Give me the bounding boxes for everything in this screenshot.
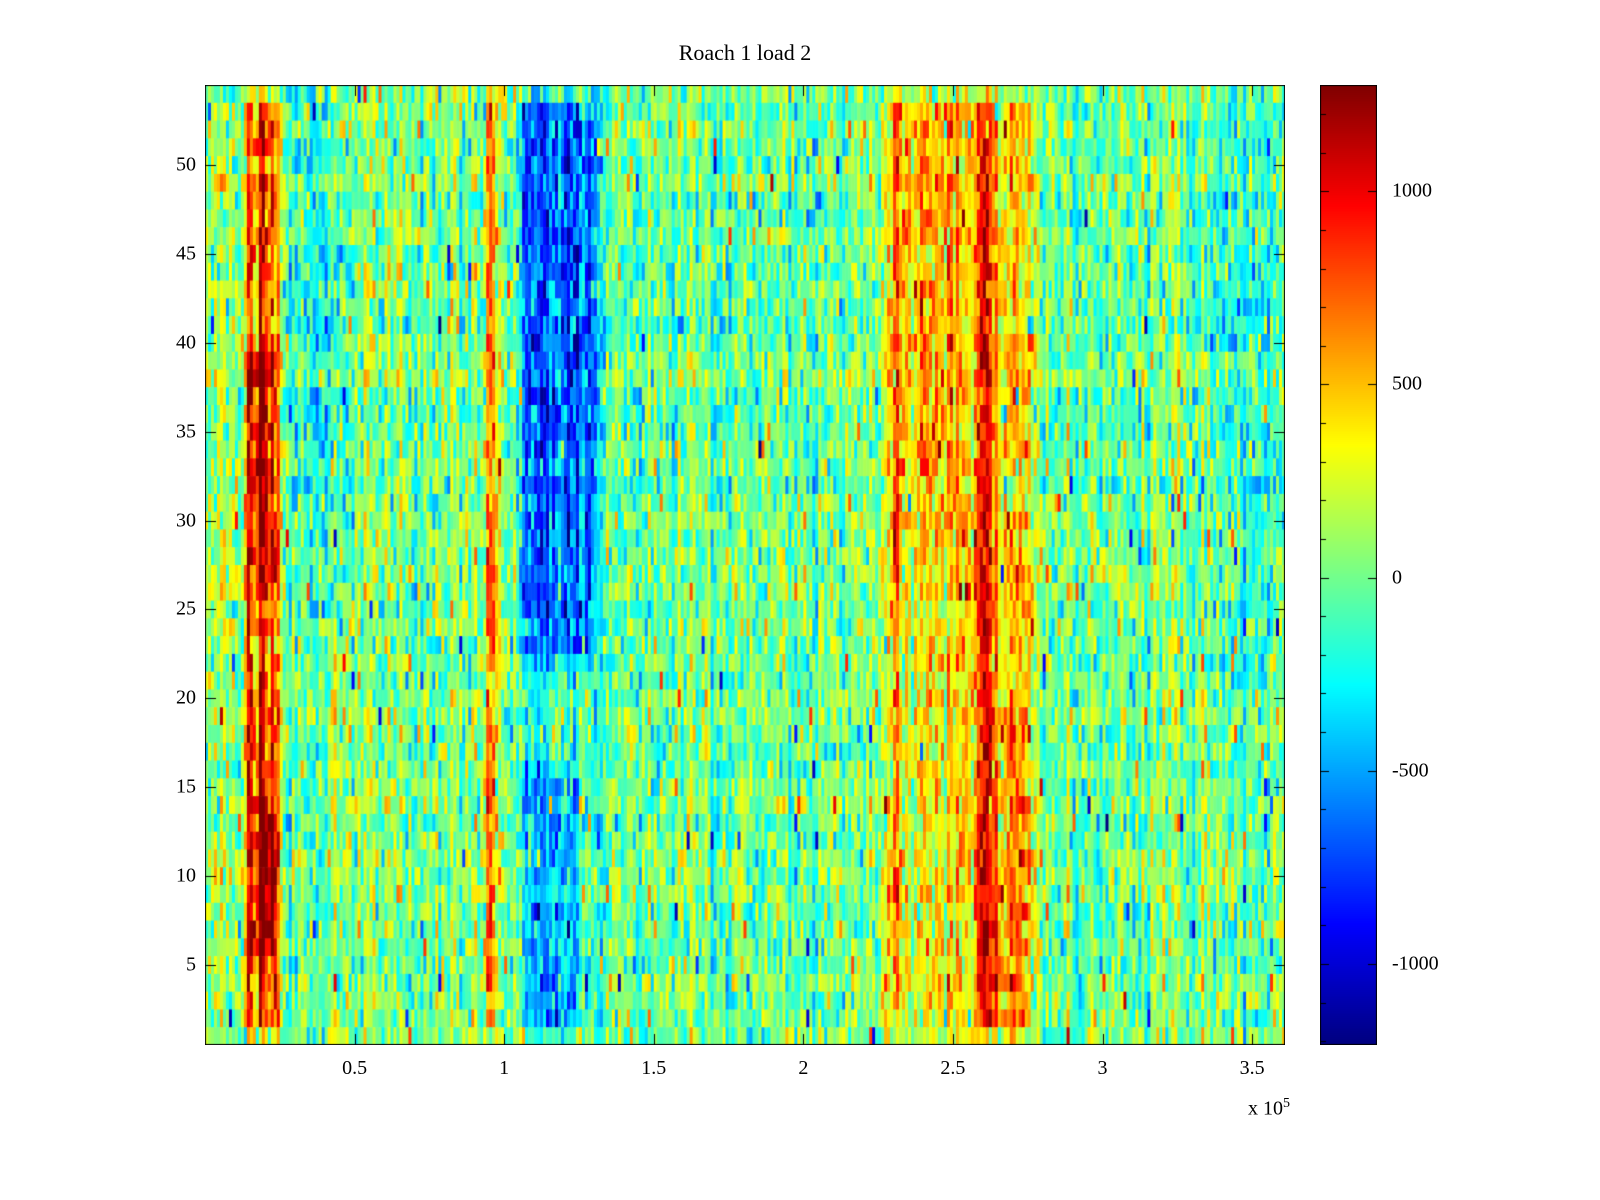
colorbar-tick-label: 500 bbox=[1392, 372, 1422, 395]
y-tick-label: 20 bbox=[176, 686, 196, 709]
y-tick-label: 15 bbox=[176, 775, 196, 798]
x-tick-label: 0.5 bbox=[342, 1057, 368, 1079]
colorbar-tick-label: 0 bbox=[1392, 566, 1402, 589]
x-axis-exponent-label: x 105 bbox=[1145, 1096, 1290, 1121]
y-tick-label: 40 bbox=[176, 331, 196, 354]
y-tick-label: 45 bbox=[176, 242, 196, 265]
x-tick-label: 3 bbox=[1097, 1057, 1108, 1079]
heatmap-canvas bbox=[205, 85, 1285, 1045]
x-tick-label: 1 bbox=[499, 1057, 510, 1079]
y-tick-label: 5 bbox=[186, 953, 196, 976]
x-exp-power: 5 bbox=[1283, 1096, 1290, 1111]
y-tick-label: 10 bbox=[176, 864, 196, 887]
y-tick-label: 50 bbox=[176, 153, 196, 176]
x-tick-label: 1.5 bbox=[641, 1057, 667, 1079]
colorbar-tick-label: -1000 bbox=[1392, 952, 1439, 975]
x-tick-label: 3.5 bbox=[1239, 1057, 1265, 1079]
chart-title: Roach 1 load 2 bbox=[678, 40, 812, 65]
y-tick-label: 25 bbox=[176, 597, 196, 620]
x-exp-base: x 10 bbox=[1248, 1097, 1283, 1120]
x-tick-label: 2.5 bbox=[940, 1057, 966, 1079]
colorbar-canvas bbox=[1320, 85, 1377, 1045]
y-tick-label: 35 bbox=[176, 420, 196, 443]
colorbar-tick-label: 1000 bbox=[1392, 179, 1432, 202]
colorbar-tick-label: -500 bbox=[1392, 759, 1429, 782]
x-tick-label: 2 bbox=[798, 1057, 809, 1079]
y-tick-label: 30 bbox=[176, 509, 196, 532]
